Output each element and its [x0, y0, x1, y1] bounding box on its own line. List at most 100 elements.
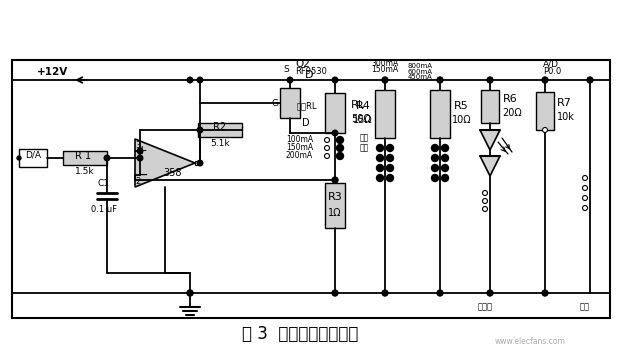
Text: +12V: +12V — [36, 67, 68, 77]
Text: 200mA: 200mA — [286, 151, 313, 160]
Bar — [430, 90, 450, 138]
Text: 800mA: 800mA — [407, 63, 432, 69]
Circle shape — [336, 144, 343, 151]
Text: RL: RL — [351, 100, 365, 110]
Text: 10Ω: 10Ω — [452, 115, 471, 125]
Circle shape — [197, 127, 203, 133]
Circle shape — [333, 177, 338, 183]
Circle shape — [582, 196, 587, 200]
Circle shape — [336, 136, 343, 143]
Circle shape — [431, 155, 438, 161]
Circle shape — [376, 144, 383, 151]
Text: −: − — [136, 168, 148, 182]
Text: 1.5k: 1.5k — [75, 166, 95, 175]
Text: R4: R4 — [356, 101, 371, 111]
Circle shape — [487, 77, 493, 83]
Circle shape — [387, 174, 394, 182]
Circle shape — [482, 190, 487, 196]
Text: 2: 2 — [136, 176, 141, 185]
Circle shape — [187, 77, 193, 83]
Circle shape — [324, 145, 329, 150]
Circle shape — [333, 130, 338, 136]
Circle shape — [382, 290, 388, 296]
Circle shape — [376, 155, 383, 161]
Circle shape — [437, 290, 443, 296]
Text: D/A: D/A — [25, 150, 41, 159]
Text: R7: R7 — [557, 98, 572, 108]
Text: 15Ω: 15Ω — [354, 115, 373, 125]
Circle shape — [542, 290, 548, 296]
Circle shape — [487, 290, 493, 296]
Text: 100mA: 100mA — [286, 135, 313, 144]
Bar — [198, 123, 242, 137]
Text: S: S — [283, 65, 289, 74]
Text: 300mA: 300mA — [371, 60, 399, 69]
Circle shape — [582, 175, 587, 181]
Text: 闪光灯: 闪光灯 — [478, 302, 492, 311]
Text: D: D — [302, 118, 310, 128]
Circle shape — [437, 77, 443, 83]
Circle shape — [197, 77, 203, 83]
Circle shape — [587, 77, 593, 83]
Text: 3: 3 — [135, 141, 141, 150]
Circle shape — [582, 185, 587, 190]
Bar — [63, 151, 107, 165]
Circle shape — [17, 156, 21, 160]
Circle shape — [431, 144, 438, 151]
Bar — [481, 90, 499, 123]
Bar — [325, 183, 345, 228]
Bar — [12, 60, 610, 318]
Text: P0.0: P0.0 — [543, 66, 561, 76]
Circle shape — [431, 174, 438, 182]
Circle shape — [324, 153, 329, 158]
Polygon shape — [480, 130, 500, 150]
Text: 150mA: 150mA — [286, 143, 313, 152]
Circle shape — [324, 137, 329, 142]
Circle shape — [376, 165, 383, 172]
Circle shape — [382, 77, 388, 83]
Text: G: G — [271, 98, 278, 108]
Circle shape — [441, 144, 448, 151]
Circle shape — [441, 155, 448, 161]
Circle shape — [387, 165, 394, 172]
Circle shape — [542, 77, 548, 83]
Text: R6: R6 — [503, 94, 518, 103]
Text: 5.1k: 5.1k — [210, 139, 230, 148]
Polygon shape — [480, 156, 500, 176]
Text: R5: R5 — [454, 101, 469, 111]
Circle shape — [441, 165, 448, 172]
Circle shape — [187, 290, 193, 296]
Circle shape — [197, 160, 203, 166]
Text: +: + — [137, 144, 147, 158]
Circle shape — [543, 127, 547, 133]
Text: A/D: A/D — [543, 60, 559, 69]
Circle shape — [437, 77, 443, 83]
Text: 358: 358 — [164, 168, 182, 178]
Circle shape — [333, 177, 338, 183]
Circle shape — [187, 290, 193, 296]
Circle shape — [187, 290, 193, 296]
Circle shape — [333, 77, 338, 83]
Bar — [19, 149, 47, 167]
Circle shape — [542, 290, 548, 296]
Circle shape — [487, 77, 493, 83]
Text: RF9530: RF9530 — [295, 66, 327, 76]
Text: 600mA: 600mA — [407, 69, 432, 75]
Circle shape — [431, 165, 438, 172]
Text: 50Ω: 50Ω — [351, 114, 371, 124]
Circle shape — [487, 290, 493, 296]
Circle shape — [376, 174, 383, 182]
Text: Q2: Q2 — [295, 59, 310, 69]
Bar — [325, 93, 345, 133]
Circle shape — [437, 290, 443, 296]
Circle shape — [382, 290, 388, 296]
Text: 1Ω: 1Ω — [328, 208, 341, 219]
Circle shape — [137, 155, 143, 161]
Text: 图 3  恒流源电路原理图: 图 3 恒流源电路原理图 — [242, 325, 358, 343]
Text: R3: R3 — [327, 192, 342, 203]
Text: 150mA: 150mA — [371, 65, 399, 74]
Bar — [195, 161, 199, 165]
Circle shape — [287, 77, 293, 83]
Circle shape — [482, 198, 487, 204]
Text: 0.1 uF: 0.1 uF — [91, 206, 117, 214]
